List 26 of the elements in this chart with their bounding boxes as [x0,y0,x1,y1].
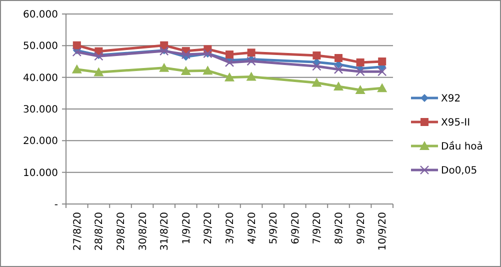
legend-label: Do0,05 [441,166,478,176]
y-tick-label: 30.000 [23,104,58,116]
legend-label: X95-II [441,118,470,128]
y-tick-label: 60.000 [23,10,58,20]
x-tick-label: 2/9/20 [203,212,214,244]
x-tick-label: 4/9/20 [246,212,258,244]
x-tick-label: 7/9/20 [312,212,324,244]
y-tick-label: 20.000 [23,136,58,148]
y-tick-label: 50.000 [23,41,58,52]
y-tick-label: 40.000 [23,72,58,84]
x-tick-label: 3/9/20 [225,212,236,244]
x-tick-label: 1/9/20 [181,212,192,244]
x-tick-label: 10/9/20 [378,212,389,251]
legend-label: X92 [441,94,461,104]
legend-label: Dầu hoả [441,140,483,152]
y-tick-label: 10.000 [23,168,58,179]
x-tick-label: 8/9/20 [334,212,345,244]
x-tick-label: 6/9/20 [290,212,302,244]
y-tick-label: - [54,200,58,210]
x-tick-label: 28/8/20 [94,212,106,251]
x-tick-label: 5/9/20 [268,212,280,244]
x-tick-label: 9/9/20 [356,212,367,244]
x-tick-label: 31/8/20 [160,212,171,251]
x-tick-label: 30/8/20 [138,212,149,251]
x-tick-label: 29/8/20 [116,212,127,251]
x-tick-label: 27/8/20 [72,212,84,251]
